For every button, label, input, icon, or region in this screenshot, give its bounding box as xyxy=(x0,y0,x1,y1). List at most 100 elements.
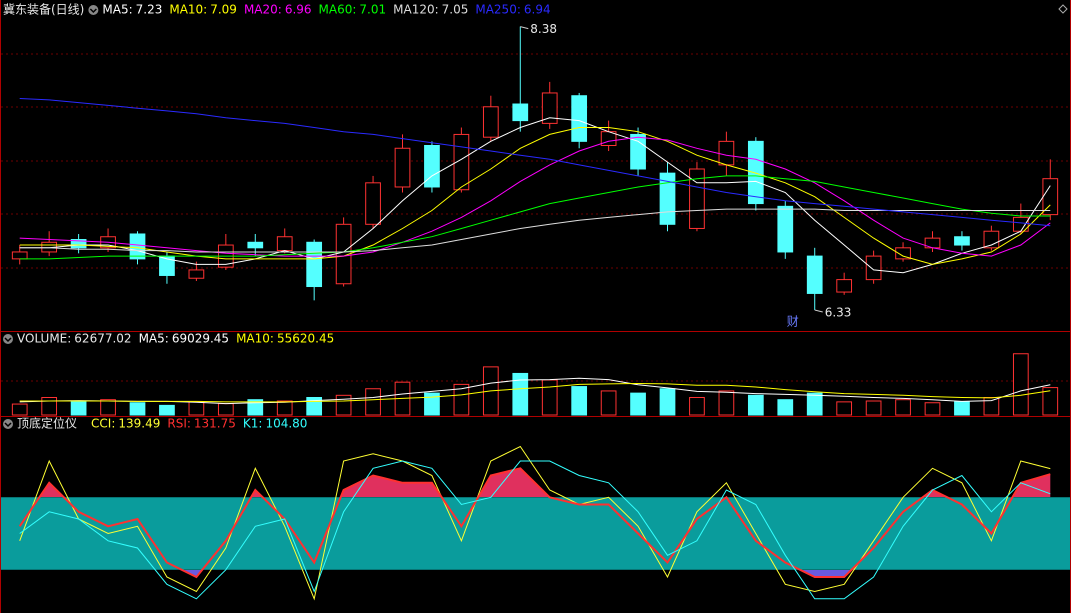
volume-bar xyxy=(924,402,941,416)
volume-bar xyxy=(541,379,558,416)
candle-body xyxy=(1042,178,1059,216)
low-label: 6.33 xyxy=(825,306,852,320)
legend-name: MA120: xyxy=(393,3,439,17)
volume-bar xyxy=(512,372,529,416)
legend-value: 7.01 xyxy=(359,3,386,17)
ma-line xyxy=(19,98,1051,227)
candle-body xyxy=(571,95,588,142)
volume-bar xyxy=(777,399,794,416)
volume-bar xyxy=(747,394,764,416)
collapse-icon xyxy=(3,334,13,344)
ma-line xyxy=(19,136,1051,257)
legend-name: MA5: xyxy=(139,332,169,346)
volume-bar xyxy=(247,399,264,416)
candle-body xyxy=(129,233,146,260)
legend-name: K1: xyxy=(243,417,263,431)
candle-body xyxy=(306,241,323,288)
candle-body xyxy=(247,241,264,249)
volume-bar xyxy=(571,386,588,416)
legend-value: 7.09 xyxy=(210,3,237,17)
low-pointer xyxy=(814,309,823,313)
volume-bar xyxy=(11,403,28,416)
candle-body xyxy=(276,236,293,252)
volume-bar xyxy=(1042,387,1059,416)
legend-value: 104.80 xyxy=(265,417,307,431)
candle-body xyxy=(836,279,853,293)
legend-value: 131.75 xyxy=(194,417,236,431)
indicator-line xyxy=(19,460,1051,600)
candle-body xyxy=(777,205,794,253)
volume-bar xyxy=(630,392,646,416)
volume-ma-line xyxy=(19,382,1051,403)
ma-line xyxy=(19,127,1051,265)
event-marker: 财 xyxy=(787,315,799,329)
volume-bar xyxy=(954,401,970,416)
legend-value: 6.96 xyxy=(285,3,312,17)
volume-bar xyxy=(659,388,676,416)
legend-name: MA20: xyxy=(244,3,282,17)
volume-bar xyxy=(424,392,440,416)
candle-body xyxy=(630,133,646,170)
volume-bar xyxy=(276,400,293,416)
high-label: 8.38 xyxy=(530,22,557,36)
volume-ma-line xyxy=(19,377,1051,405)
volume-bar xyxy=(217,403,234,416)
candle-body xyxy=(954,236,970,246)
candle-body xyxy=(453,133,470,191)
indicator-line xyxy=(18,467,1051,579)
legend-value: 7.23 xyxy=(136,3,163,17)
candle-body xyxy=(865,255,882,281)
candle-body xyxy=(512,103,529,122)
panel-title: 顶底定位仪 xyxy=(17,416,77,431)
volume-bar xyxy=(600,390,617,416)
legend-value: 69029.45 xyxy=(172,332,229,346)
volume-bar xyxy=(365,388,381,416)
legend-value: 139.49 xyxy=(118,417,160,431)
collapse-icon xyxy=(3,419,13,429)
candle-body xyxy=(424,144,440,188)
volume-bar xyxy=(41,397,58,416)
candle-body xyxy=(70,239,87,249)
candle-body xyxy=(11,251,28,260)
volume-bar xyxy=(100,399,116,416)
legend-name: MA60: xyxy=(319,3,357,17)
legend-name: VOLUME: xyxy=(17,332,71,346)
candle-body xyxy=(365,182,381,225)
volume-bar xyxy=(1012,353,1029,416)
volume-bar xyxy=(689,397,705,416)
candle-body xyxy=(394,147,411,188)
corner-icon[interactable] xyxy=(1058,4,1068,14)
candle-body xyxy=(747,140,764,205)
legend-value: 6.94 xyxy=(524,3,551,17)
collapse-icon xyxy=(4,422,12,428)
candle-body xyxy=(188,269,205,279)
candle-body xyxy=(806,255,823,294)
volume-bar xyxy=(718,390,735,416)
volume-bar xyxy=(895,399,911,416)
volume-bar xyxy=(188,401,205,416)
volume-bar xyxy=(159,404,175,416)
volume-bar xyxy=(453,383,470,416)
legend-name: MA10: xyxy=(236,332,274,346)
chart-title: 冀东装备(日线) xyxy=(3,3,84,17)
volume-bar xyxy=(836,401,853,416)
candle-body xyxy=(541,92,558,124)
volume-bar xyxy=(129,402,146,416)
candle-body xyxy=(895,247,911,260)
candle-body xyxy=(718,140,735,166)
high-pointer xyxy=(520,26,529,30)
legend-name: MA5: xyxy=(102,3,132,17)
legend-value: 55620.45 xyxy=(277,332,334,346)
volume-bar xyxy=(865,400,882,416)
legend-name: CCI: xyxy=(91,417,115,431)
ma-line xyxy=(19,175,1051,260)
ma-line xyxy=(19,117,1051,274)
indicator-line xyxy=(19,445,1051,601)
signal-band xyxy=(1,497,1070,570)
legend-name: MA10: xyxy=(169,3,207,17)
volume-bar xyxy=(806,392,823,416)
ma-line xyxy=(19,208,1051,253)
candle-body xyxy=(689,168,705,229)
legend-name: MA250: xyxy=(475,3,521,17)
